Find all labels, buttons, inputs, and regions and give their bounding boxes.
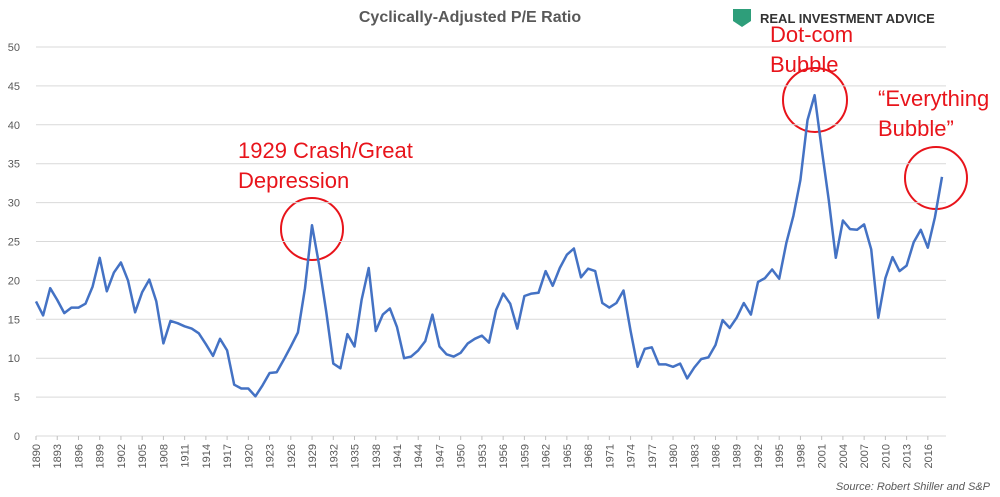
- y-tick-label: 40: [8, 120, 20, 132]
- x-tick-label: 1914: [201, 444, 213, 468]
- x-tick-label: 1989: [732, 444, 744, 468]
- logo: REAL INVESTMENT ADVICE: [733, 9, 935, 27]
- x-tick-label: 1947: [434, 444, 446, 468]
- chart-title: Cyclically-Adjusted P/E Ratio: [359, 9, 582, 26]
- x-tick-label: 1911: [180, 444, 192, 468]
- y-tick-label: 25: [8, 237, 20, 249]
- y-tick-label: 15: [8, 314, 20, 326]
- x-tick-label: 1929: [307, 444, 319, 468]
- y-tick-label: 10: [8, 353, 20, 365]
- x-tick-label: 2010: [880, 444, 892, 468]
- x-tick-label: 1962: [541, 444, 553, 468]
- x-tick-label: 1890: [31, 444, 43, 468]
- x-tick-label: 1908: [158, 444, 170, 468]
- highlight-circle: [280, 197, 344, 261]
- x-tick-label: 1905: [137, 444, 149, 468]
- x-tick-label: 1938: [371, 444, 383, 468]
- x-tick-label: 1983: [689, 444, 701, 468]
- x-tick-label: 1896: [73, 444, 85, 468]
- y-tick-label: 35: [8, 159, 20, 171]
- x-tick-label: 2001: [817, 444, 829, 468]
- x-tick-label: 1953: [477, 444, 489, 468]
- annotation: Dot-com: [770, 22, 853, 47]
- y-tick-label: 45: [8, 81, 20, 93]
- highlight-circle: [782, 67, 848, 133]
- y-tick-label: 0: [14, 431, 20, 443]
- x-tick-label: 1992: [753, 444, 765, 468]
- x-tick-label: 2016: [923, 444, 935, 468]
- source: Source: Robert Shiller and S&P: [836, 481, 991, 493]
- highlight-circle: [904, 146, 968, 210]
- x-tick-label: 1965: [562, 444, 574, 468]
- x-tick-label: 1974: [626, 444, 638, 468]
- x-tick-label: 1935: [350, 444, 362, 468]
- y-tick-label: 20: [8, 275, 20, 287]
- y-tick-label: 30: [8, 198, 20, 210]
- x-tick-label: 1950: [456, 444, 468, 468]
- x-tick-label: 1899: [95, 444, 107, 468]
- x-tick-label: 1971: [604, 444, 616, 468]
- x-tick-label: 1998: [795, 444, 807, 468]
- x-tick-label: 2004: [838, 444, 850, 468]
- x-tick-label: 1923: [265, 444, 277, 468]
- x-tick-label: 2007: [859, 444, 871, 468]
- x-tick-label: 1941: [392, 444, 404, 468]
- x-tick-label: 1956: [498, 444, 510, 468]
- logo-icon: [733, 9, 751, 27]
- annotation: Bubble: [770, 52, 839, 77]
- x-tick-label: 1920: [243, 444, 255, 468]
- x-tick-label: 1944: [413, 444, 425, 468]
- annotation: Depression: [238, 168, 349, 193]
- annotation: Bubble”: [878, 116, 954, 141]
- x-tick-label: 1926: [286, 444, 298, 468]
- x-tick-label: 1995: [774, 444, 786, 468]
- line: [34, 93, 944, 398]
- x-tick-label: 1977: [647, 444, 659, 468]
- annotation: 1929 Crash/Great: [238, 138, 413, 163]
- x-tick-label: 1986: [711, 444, 723, 468]
- x-tick-label: 2013: [902, 444, 914, 468]
- x-tick-label: 1968: [583, 444, 595, 468]
- x-tick-label: 1959: [519, 444, 531, 468]
- x-tick-label: 1893: [52, 444, 64, 468]
- x-tick-label: 1902: [116, 444, 128, 468]
- x-tick-label: 1917: [222, 444, 234, 468]
- y-tick-label: 5: [14, 392, 20, 404]
- y-tick-label: 50: [8, 42, 20, 54]
- logo-text: REAL INVESTMENT ADVICE: [760, 11, 935, 26]
- x-tick-label: 1980: [668, 444, 680, 468]
- x-tick-label: 1932: [328, 444, 340, 468]
- annotation: “Everything: [878, 86, 989, 111]
